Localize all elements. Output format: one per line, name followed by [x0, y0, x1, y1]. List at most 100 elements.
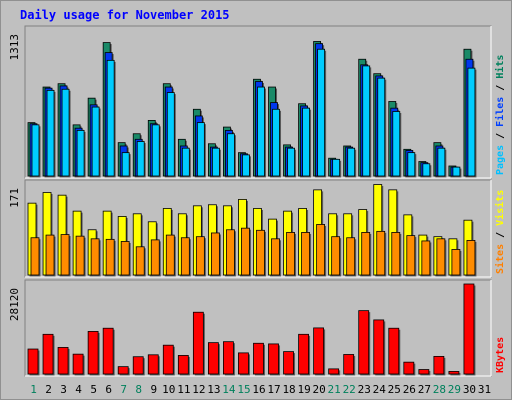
- x-tick-label: 10: [162, 383, 175, 396]
- bar-sites-day-23: [361, 232, 372, 277]
- bar-sites-day-25: [391, 232, 402, 277]
- x-tick-label: 17: [267, 383, 280, 396]
- x-tick-label: 31: [478, 383, 491, 396]
- x-tick-label: 15: [237, 383, 250, 396]
- bar-sites-day-24: [376, 230, 387, 277]
- x-tick-label: 27: [418, 383, 431, 396]
- bar-pages-day-17: [272, 108, 282, 178]
- bar-pages-day-26: [407, 152, 417, 178]
- bar-sites-day-27: [421, 240, 432, 277]
- x-tick-label: 24: [373, 383, 387, 396]
- bar-kbytes-day-18: [283, 351, 296, 376]
- bar-sites-day-28: [436, 238, 447, 277]
- bar-pages-day-29: [452, 166, 462, 178]
- bar-pages-day-16: [257, 86, 266, 178]
- x-tick-label: 25: [388, 383, 401, 396]
- x-tick-label: 9: [150, 383, 157, 396]
- bar-kbytes-day-3: [57, 347, 70, 376]
- x-tick-label: 30: [463, 383, 476, 396]
- bar-pages-day-28: [437, 147, 447, 178]
- bar-sites-day-12: [195, 236, 206, 277]
- legend-item-hits: Hits: [494, 55, 506, 79]
- bar-kbytes-day-9: [147, 354, 160, 376]
- bar-kbytes-day-4: [72, 353, 85, 376]
- bar-kbytes-day-1: [27, 348, 40, 376]
- bar-kbytes-day-6: [102, 327, 115, 376]
- bar-sites-day-19: [301, 232, 312, 277]
- x-tick-label: 14: [222, 383, 236, 396]
- x-tick-label: 20: [313, 383, 326, 396]
- bar-pages-day-15: [242, 154, 251, 178]
- legend-separator: /: [495, 127, 506, 145]
- bar-sites-day-9: [150, 239, 161, 277]
- x-tick-label: 26: [403, 383, 416, 396]
- bar-sites-day-3: [60, 234, 71, 277]
- bar-pages-day-10: [166, 92, 176, 178]
- bar-kbytes-day-2: [42, 333, 55, 376]
- bar-kbytes-day-17: [268, 343, 281, 376]
- bar-kbytes-day-26: [403, 361, 416, 376]
- bar-kbytes-day-20: [313, 327, 326, 376]
- bar-sites-day-14: [226, 229, 236, 277]
- bar-kbytes-day-12: [192, 311, 205, 376]
- bar-kbytes-day-11: [177, 355, 190, 376]
- panel-pages-files-hits: 1313 Pages / Files / Hits: [8, 25, 506, 179]
- bar-sites-day-20: [316, 224, 327, 277]
- legend-item-visits: Visits: [494, 190, 506, 226]
- bar-sites-day-7: [120, 241, 131, 277]
- bar-pages-day-23: [362, 65, 372, 178]
- legend: Pages / Files / Hits: [494, 55, 506, 175]
- panel-kbytes: 28120 KBytes: [8, 279, 506, 377]
- chart-title: Daily usage for November 2015: [20, 8, 230, 22]
- x-tick-label: 5: [90, 383, 97, 396]
- bar-pages-day-11: [181, 147, 191, 178]
- bar-pages-day-12: [196, 122, 206, 178]
- bar-sites-day-8: [135, 246, 146, 277]
- bar-pages-day-7: [121, 152, 131, 178]
- bar-sites-day-6: [105, 238, 116, 277]
- bar-sites-day-26: [406, 235, 417, 277]
- bar-kbytes-day-7: [117, 366, 130, 376]
- x-tick-label: 8: [135, 383, 142, 396]
- bar-pages-day-4: [76, 130, 86, 178]
- bar-kbytes-day-8: [132, 356, 145, 376]
- x-tick-label: 6: [105, 383, 112, 396]
- bar-sites-day-5: [90, 238, 101, 277]
- x-tick-label: 21: [328, 383, 341, 396]
- bar-pages-day-3: [61, 88, 71, 178]
- bar-sites-day-17: [271, 238, 282, 277]
- bar-sites-day-18: [286, 232, 297, 277]
- bar-pages-day-2: [46, 89, 56, 178]
- bar-sites-day-2: [45, 234, 56, 277]
- bar-pages-day-14: [227, 133, 236, 178]
- x-tick-label: 19: [297, 383, 310, 396]
- x-tick-label: 16: [252, 383, 265, 396]
- bar-sites-day-11: [180, 237, 191, 277]
- bar-pages-day-21: [332, 158, 342, 178]
- bar-kbytes-day-28: [433, 355, 446, 376]
- bar-sites-day-13: [210, 232, 221, 277]
- x-tick-label: 29: [448, 383, 461, 396]
- x-tick-label: 1: [30, 383, 37, 396]
- legend: Sites / Visits: [494, 190, 506, 274]
- bar-kbytes-day-19: [298, 333, 311, 376]
- bar-sites-day-10: [165, 234, 176, 277]
- x-tick-label: 7: [120, 383, 127, 396]
- bar-sites-day-29: [451, 249, 462, 277]
- bar-kbytes-day-13: [207, 342, 220, 376]
- bar-sites-day-16: [256, 229, 266, 277]
- bar-sites-day-22: [346, 237, 357, 277]
- bar-kbytes-day-14: [223, 341, 235, 376]
- bar-pages-day-19: [302, 107, 312, 178]
- bar-kbytes-day-25: [388, 327, 401, 376]
- legend-separator: /: [495, 79, 506, 97]
- bar-kbytes-day-30: [463, 283, 476, 376]
- bar-pages-day-25: [392, 111, 402, 178]
- legend-item-pages: Pages: [495, 145, 506, 175]
- bar-pages-day-9: [151, 124, 161, 178]
- x-tick-label: 4: [75, 383, 82, 396]
- legend-item-files: Files: [494, 97, 506, 127]
- bar-pages-day-30: [467, 67, 477, 178]
- bar-kbytes-day-27: [418, 369, 431, 376]
- bar-kbytes-day-29: [448, 371, 461, 376]
